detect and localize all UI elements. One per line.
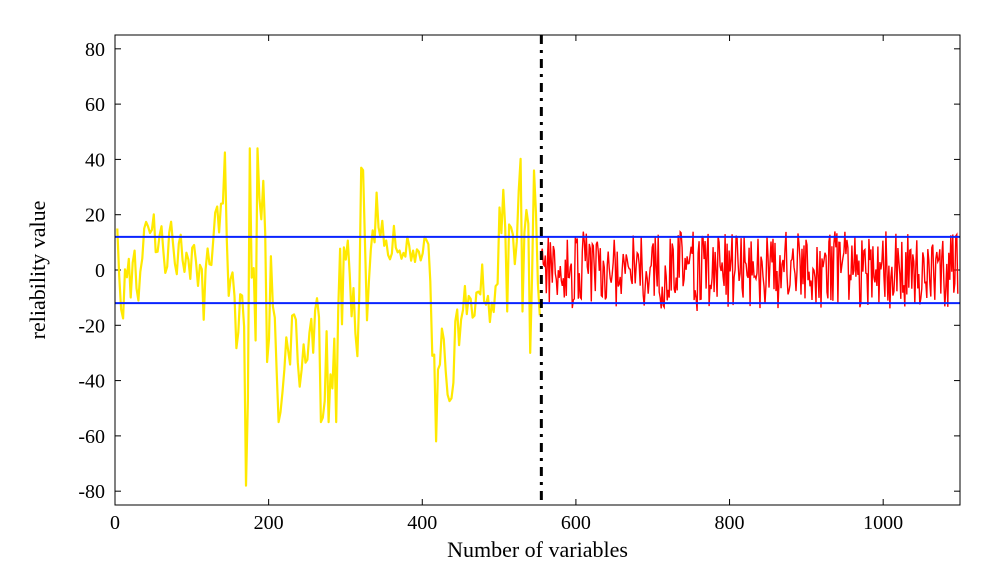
chart-svg: 0 200 400 600 800 1000 -80 -60 -40 -20 0 20 40 60 80 Nu… bbox=[0, 0, 996, 575]
ytick-label: 0 bbox=[95, 260, 105, 282]
ylabel: reliability value bbox=[25, 201, 50, 340]
reliability-chart: 0 200 400 600 800 1000 -80 -60 -40 -20 0 20 40 60 80 Nu… bbox=[0, 0, 996, 575]
ytick-label: -60 bbox=[78, 426, 105, 448]
ytick-label: -80 bbox=[78, 481, 105, 503]
xtick-label: 200 bbox=[254, 512, 284, 534]
xtick-label: 600 bbox=[561, 512, 591, 534]
xlabel: Number of variables bbox=[447, 537, 628, 562]
ytick-label: -40 bbox=[78, 371, 105, 393]
xtick-label: 1000 bbox=[863, 512, 903, 534]
chart-bg bbox=[0, 0, 996, 575]
xtick-label: 800 bbox=[715, 512, 745, 534]
ytick-label: -20 bbox=[78, 315, 105, 337]
ytick-label: 80 bbox=[85, 39, 105, 61]
ytick-label: 60 bbox=[85, 94, 105, 116]
ytick-label: 20 bbox=[85, 205, 105, 227]
xtick-label: 0 bbox=[110, 512, 120, 534]
ytick-label: 40 bbox=[85, 149, 105, 171]
xtick-label: 400 bbox=[407, 512, 437, 534]
